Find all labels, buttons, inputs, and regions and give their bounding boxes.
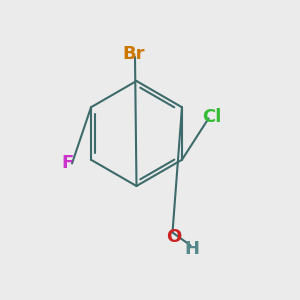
Text: H: H xyxy=(184,240,200,258)
Text: O: O xyxy=(167,228,182,246)
Text: F: F xyxy=(61,154,74,172)
Text: Br: Br xyxy=(122,45,145,63)
Text: Cl: Cl xyxy=(202,108,221,126)
